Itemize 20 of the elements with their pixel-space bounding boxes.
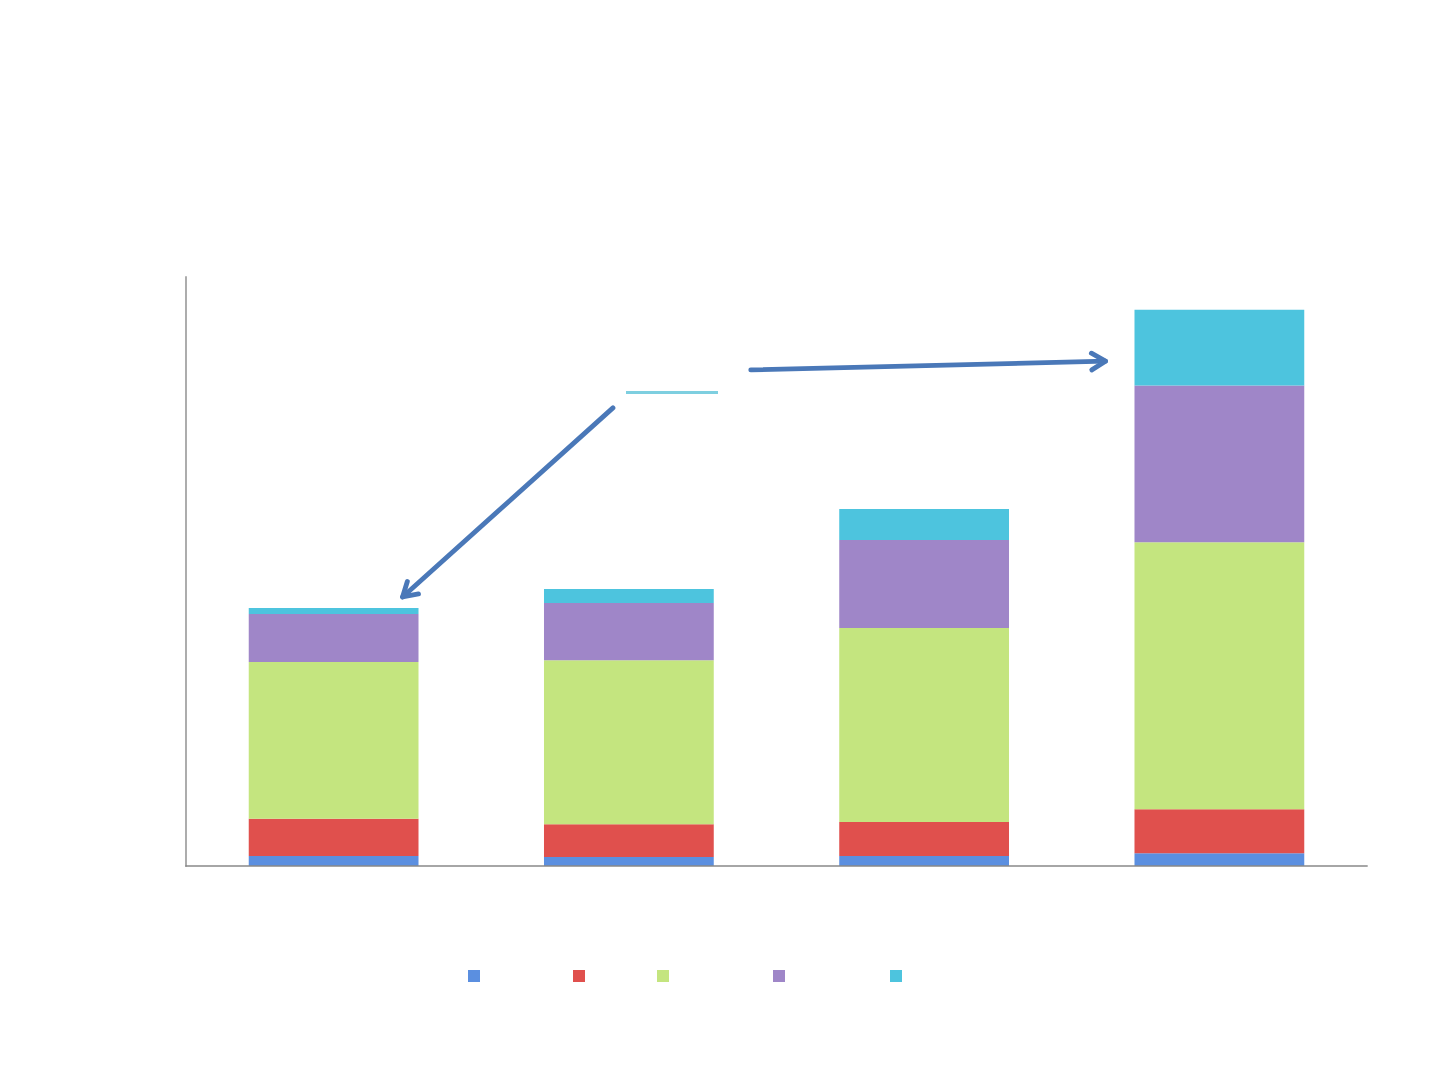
bar <box>248 614 419 662</box>
bar <box>1134 309 1305 386</box>
bar <box>543 589 714 603</box>
bar <box>839 627 1010 823</box>
bar <box>839 855 1010 866</box>
bar <box>543 857 714 866</box>
bar <box>839 508 1010 541</box>
bar <box>543 824 714 858</box>
bar <box>248 607 419 615</box>
bar <box>839 822 1010 856</box>
bar <box>1134 542 1305 810</box>
bar <box>543 660 714 825</box>
bar <box>248 661 419 819</box>
bar <box>1134 809 1305 854</box>
bar <box>839 540 1010 628</box>
bar <box>543 602 714 661</box>
bar <box>1134 385 1305 543</box>
bar <box>248 818 419 856</box>
bar <box>1134 853 1305 866</box>
bar <box>248 855 419 866</box>
